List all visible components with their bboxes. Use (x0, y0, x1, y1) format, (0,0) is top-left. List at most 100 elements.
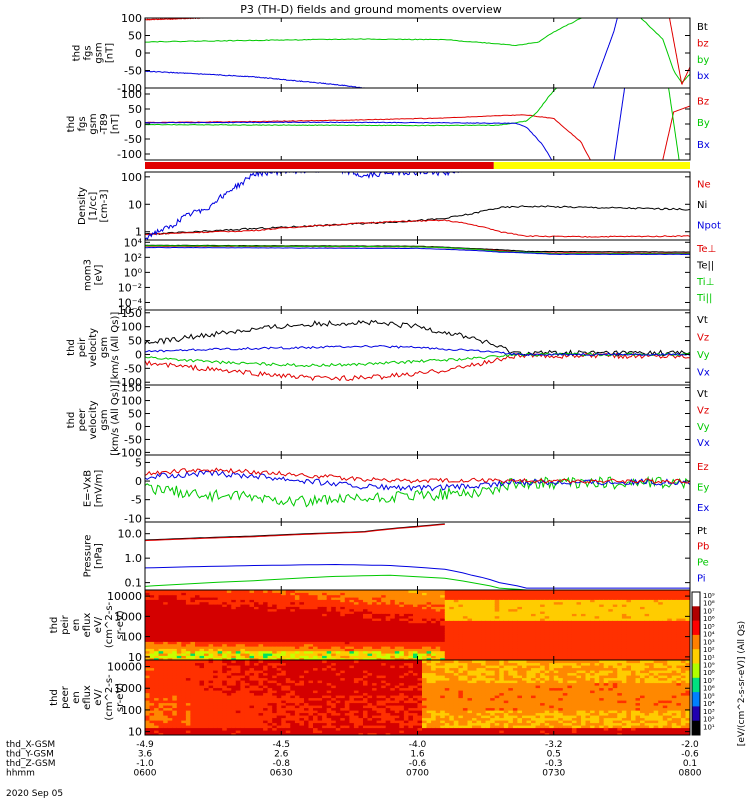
spectrogram-cell (158, 606, 164, 610)
spectrogram-cell (585, 594, 591, 598)
ylabel-line: (cm^2-s- (104, 601, 115, 648)
spectrogram-cell (522, 629, 528, 633)
spectrogram-cell (631, 639, 637, 642)
spectrogram-cell (172, 722, 178, 726)
spectrogram-cell (149, 620, 155, 624)
ylabel-line: Pressure (83, 535, 94, 578)
spectrogram-cell (440, 615, 446, 619)
spectrogram-cell (263, 648, 269, 652)
spectrogram-cell (167, 620, 173, 624)
spectrogram-cell (640, 608, 646, 612)
spectrogram-cell (363, 629, 369, 633)
spectrogram-cell (185, 692, 191, 696)
spectrogram-cell (258, 707, 264, 711)
spectrogram-cell (431, 599, 437, 603)
spectrogram-cell (449, 646, 455, 649)
spectrogram-cell (167, 705, 173, 709)
spectrogram-cell (490, 608, 496, 612)
spectrogram-cell (204, 604, 210, 607)
spectrogram-cell (204, 700, 210, 704)
spectrogram-cell (462, 594, 468, 598)
spectrogram-cell (653, 590, 659, 593)
spectrogram-cell (413, 627, 419, 631)
spectrogram-cell (158, 643, 164, 647)
spectrogram-cell (217, 590, 223, 593)
spectrogram-cell (299, 722, 305, 726)
spectrogram-cell (658, 604, 664, 607)
spectrogram-cell (304, 601, 310, 605)
spectrogram-cell (172, 653, 178, 656)
spectrogram-cell (349, 604, 355, 607)
spectrogram-cell (608, 606, 614, 610)
spectrogram-cell (217, 615, 223, 619)
spectrogram-cell (431, 618, 437, 621)
spectrogram-cell (490, 632, 496, 635)
spectrogram-cell (635, 604, 641, 607)
spectrogram-cell (590, 601, 596, 605)
spectrogram-cell (372, 632, 378, 635)
spectrogram-cell (154, 657, 160, 660)
spectrogram-cell (231, 627, 237, 631)
spectrogram-cell (549, 590, 555, 593)
spectrogram-cell (176, 634, 182, 638)
spectrogram-cell (403, 618, 409, 621)
spectrogram-cell (649, 606, 655, 610)
spectrogram-cell (272, 700, 278, 704)
spectrogram-cell (254, 601, 260, 605)
spectrogram-cell (358, 650, 364, 654)
spectrogram-cell (449, 613, 455, 617)
spectrogram-cell (390, 601, 396, 605)
spectrogram-cell (172, 613, 178, 617)
spectrogram-cell (453, 634, 459, 638)
spectrogram-cell (344, 622, 350, 626)
spectrogram-cell (544, 655, 550, 659)
spectrogram-cell (304, 625, 310, 628)
spectrogram-cell (431, 646, 437, 649)
spectrogram-cell (458, 634, 464, 638)
spectrogram-cell (485, 597, 491, 600)
spectrogram-cell (172, 597, 178, 600)
spectrogram-cell (522, 613, 528, 617)
spectrogram-cell (453, 597, 459, 600)
spectrogram-cell (308, 643, 314, 647)
spectrogram-cell (558, 636, 564, 640)
spectrogram-cell (181, 627, 187, 631)
spectrogram-cell (172, 720, 178, 724)
spectrogram-cell (635, 636, 641, 640)
spectrogram-cell (240, 604, 246, 607)
spectrogram-cell (408, 657, 414, 660)
spectrogram-cell (367, 639, 373, 642)
spectrogram-cell (658, 620, 664, 624)
spectrogram-cell (671, 611, 677, 614)
spectrogram-cell (649, 650, 655, 654)
spectrogram-cell (517, 599, 523, 603)
spectrogram-cell (612, 599, 618, 603)
spectrogram-cell (322, 629, 328, 633)
spectrogram-cell (290, 687, 296, 691)
spectrogram-cell (258, 712, 264, 716)
spectrogram-cell (631, 632, 637, 635)
spectrogram-cell (353, 657, 359, 660)
spectrogram-cell (644, 641, 650, 645)
spectrogram-cell (263, 692, 269, 696)
spectrogram-cell (635, 611, 641, 614)
spectrogram-cell (522, 618, 528, 621)
spectrogram-cell (204, 690, 210, 694)
spectrogram-cell (508, 592, 514, 596)
spectrogram-cell (254, 680, 260, 684)
spectrogram-cell (485, 615, 491, 619)
spectrogram-cell (503, 590, 509, 593)
spectrogram-cell (372, 620, 378, 624)
spectrogram-cell (208, 627, 214, 631)
spectrogram-cell (449, 657, 455, 660)
spectrogram-cell (299, 636, 305, 640)
spectrogram-cell (662, 657, 668, 660)
spectrogram-cell (431, 592, 437, 596)
spectrogram-cell (413, 629, 419, 633)
spectrogram-cell (394, 594, 400, 598)
spectrogram-cell (163, 722, 169, 726)
spectrogram-cell (254, 707, 260, 711)
spectrogram-cell (440, 653, 446, 656)
spectrogram-cell (385, 629, 391, 633)
spectrogram-cell (485, 657, 491, 660)
